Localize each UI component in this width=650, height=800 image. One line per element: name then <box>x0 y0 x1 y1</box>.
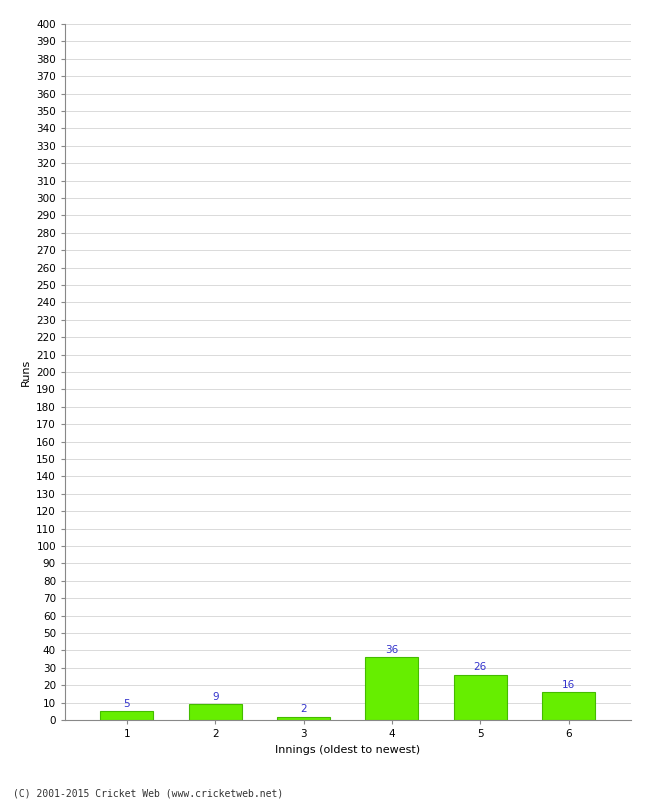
Bar <box>365 658 419 720</box>
Text: 9: 9 <box>212 692 218 702</box>
Text: 16: 16 <box>562 679 575 690</box>
Text: 26: 26 <box>474 662 487 672</box>
Bar <box>100 711 153 720</box>
Bar <box>277 717 330 720</box>
Bar <box>188 704 242 720</box>
X-axis label: Innings (oldest to newest): Innings (oldest to newest) <box>275 745 421 754</box>
Text: 5: 5 <box>124 698 130 709</box>
Text: 36: 36 <box>385 645 398 654</box>
Bar <box>542 692 595 720</box>
Y-axis label: Runs: Runs <box>21 358 31 386</box>
Bar <box>454 674 507 720</box>
Text: (C) 2001-2015 Cricket Web (www.cricketweb.net): (C) 2001-2015 Cricket Web (www.cricketwe… <box>13 788 283 798</box>
Text: 2: 2 <box>300 704 307 714</box>
